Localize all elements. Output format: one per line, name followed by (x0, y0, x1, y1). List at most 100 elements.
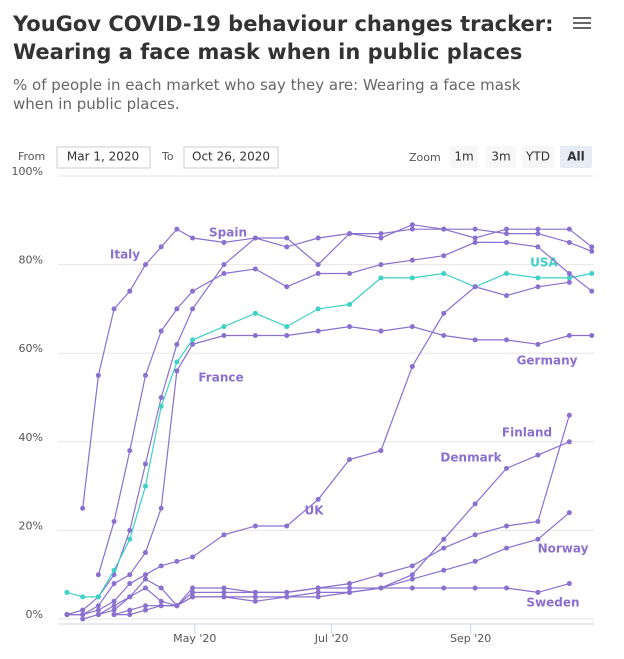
data-point (111, 612, 117, 618)
data-point (472, 235, 478, 241)
data-point (472, 239, 478, 245)
data-point (221, 332, 227, 338)
data-point (127, 288, 133, 294)
data-point (158, 403, 164, 409)
series-label: Germany (517, 354, 578, 368)
data-point (472, 585, 478, 591)
series-label: Spain (209, 226, 247, 240)
data-point (315, 235, 321, 241)
data-point (378, 235, 384, 241)
zoom-button[interactable] (522, 146, 554, 168)
data-point (190, 589, 196, 595)
data-point (158, 244, 164, 250)
series-line (97, 241, 593, 575)
data-point (190, 341, 196, 347)
data-point (441, 270, 447, 276)
data-point (190, 288, 196, 294)
data-point (504, 523, 510, 529)
to-input[interactable] (183, 146, 279, 169)
data-point (95, 612, 101, 618)
data-point (284, 589, 290, 595)
data-point (472, 501, 478, 507)
data-point (111, 603, 117, 609)
data-point (221, 585, 227, 591)
data-point (472, 532, 478, 538)
data-point (535, 519, 541, 525)
zoom-button[interactable] (486, 146, 516, 168)
series-line (67, 325, 592, 616)
data-point (158, 505, 164, 511)
data-point (174, 368, 180, 374)
data-point (221, 270, 227, 276)
data-point (441, 545, 447, 551)
data-point (409, 576, 415, 582)
data-point (142, 576, 148, 582)
data-point (409, 363, 415, 369)
data-point (127, 594, 133, 600)
data-point (284, 235, 290, 241)
data-point (409, 324, 415, 330)
data-point (589, 248, 595, 254)
data-point (111, 567, 117, 573)
data-point (566, 332, 572, 338)
data-point (127, 536, 133, 542)
data-point (252, 310, 258, 316)
data-point (221, 532, 227, 538)
series-label: Finland (502, 426, 552, 440)
data-point (566, 239, 572, 245)
y-tick-label: 80% (19, 254, 43, 267)
data-point (142, 483, 148, 489)
to-value: Oct 26, 2020 (192, 150, 270, 164)
data-point (174, 603, 180, 609)
data-point (347, 581, 353, 587)
data-point (589, 332, 595, 338)
data-point (252, 235, 258, 241)
data-point (315, 306, 321, 312)
data-point (252, 594, 258, 600)
data-point (504, 293, 510, 299)
data-point (95, 372, 101, 378)
data-point (190, 594, 196, 600)
data-point (378, 448, 384, 454)
zoom-button[interactable] (560, 146, 592, 168)
menu-button[interactable] (573, 17, 591, 32)
data-point (504, 585, 510, 591)
data-point (158, 603, 164, 609)
data-point (190, 554, 196, 560)
data-point (111, 607, 117, 613)
data-point (347, 589, 353, 595)
data-point (142, 607, 148, 613)
data-point (284, 284, 290, 290)
data-point (252, 523, 258, 529)
data-point (535, 244, 541, 250)
data-point (158, 395, 164, 400)
data-point (589, 270, 595, 276)
data-point (95, 607, 101, 613)
zoom-button-label: YTD (525, 150, 550, 164)
data-point (80, 612, 86, 618)
data-point (535, 275, 541, 281)
data-point (566, 581, 572, 587)
zoom-button[interactable] (450, 146, 478, 168)
data-point (378, 275, 384, 281)
y-tick-label: 20% (19, 519, 43, 532)
data-point (80, 607, 86, 613)
data-point (252, 332, 258, 338)
data-point (347, 301, 353, 307)
chart-title: YouGov COVID-19 behaviour changes tracke… (13, 12, 554, 64)
data-point (284, 332, 290, 338)
from-input[interactable] (56, 146, 151, 169)
zoom-button-label: All (567, 150, 585, 164)
data-point (409, 585, 415, 591)
data-point (409, 226, 415, 232)
y-tick-label: 60% (19, 342, 43, 355)
data-point (535, 341, 541, 347)
data-point (174, 226, 180, 232)
data-point (158, 328, 164, 334)
data-point (566, 279, 572, 285)
data-point (589, 244, 595, 250)
data-point (441, 226, 447, 232)
data-point (158, 598, 164, 604)
data-point (142, 262, 148, 268)
data-point (441, 310, 447, 316)
